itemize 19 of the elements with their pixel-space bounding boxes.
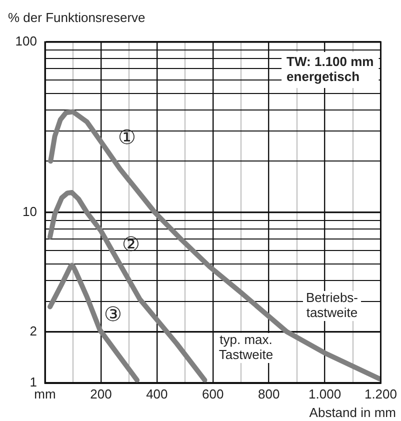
y-tick-label: 10 <box>22 204 37 220</box>
x-tick-label: 600 <box>202 386 224 402</box>
x-tick-label: 800 <box>258 386 280 402</box>
x-tick-label: 1.200 <box>364 386 398 402</box>
annotation: ① <box>118 125 136 150</box>
x-tick-label: mm <box>34 386 56 402</box>
annotation: ③ <box>104 302 122 326</box>
x-axis-title: Abstand in mm <box>309 405 396 420</box>
y-axis-title: % der Funktionsreserve <box>8 10 146 25</box>
annotation: TW: 1.100 mm energetisch <box>286 54 374 84</box>
x-tick-label: 400 <box>146 386 168 402</box>
y-tick-label: 1 <box>30 374 37 390</box>
x-tick-label: 200 <box>90 386 112 402</box>
annotation: ② <box>122 232 140 256</box>
y-tick-label: 100 <box>15 34 37 49</box>
annotation: Betriebs- tastweite <box>306 290 358 320</box>
y-tick-label: 2 <box>30 323 37 338</box>
annotation: typ. max. Tastweite <box>218 332 274 362</box>
x-tick-label: 1.000 <box>308 386 342 402</box>
